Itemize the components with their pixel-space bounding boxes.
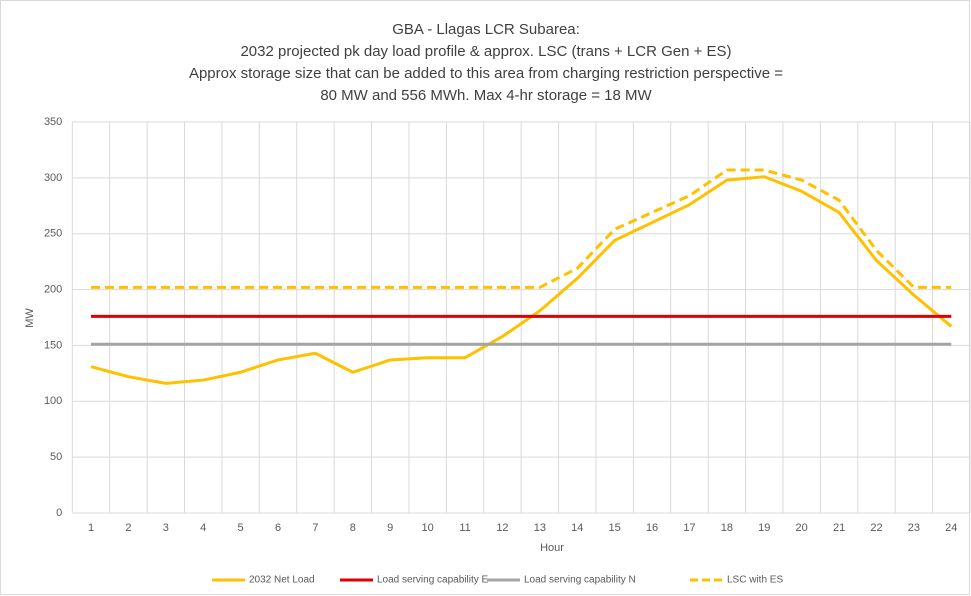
x-tick-label: 4 [200,522,206,534]
chart-title: 2032 projected pk day load profile & app… [240,43,731,60]
legend-label: LSC with ES [727,575,783,586]
x-tick-label: 14 [571,522,583,534]
x-tick-label: 20 [796,522,808,534]
x-tick-label: 19 [758,522,770,534]
y-tick-label: 0 [56,507,62,519]
chart-title: GBA - Llagas LCR Subarea: [392,21,580,38]
x-tick-label: 22 [870,522,882,534]
y-tick-label: 250 [44,228,62,240]
x-tick-label: 2 [125,522,131,534]
y-tick-label: 200 [44,283,62,295]
x-tick-label: 1 [88,522,94,534]
x-tick-label: 12 [496,522,508,534]
y-tick-label: 300 [44,172,62,184]
y-tick-label: 50 [50,451,62,463]
legend-label: Load serving capability N [524,575,636,586]
y-tick-label: 350 [44,116,62,128]
x-tick-label: 8 [350,522,356,534]
legend-label: Load serving capability E [377,575,489,586]
x-tick-label: 3 [163,522,169,534]
x-tick-label: 7 [312,522,318,534]
x-tick-label: 18 [721,522,733,534]
x-tick-label: 10 [422,522,434,534]
legend-label: 2032 Net Load [249,575,315,586]
y-tick-label: 100 [44,395,62,407]
y-tick-label: 150 [44,339,62,351]
x-tick-label: 5 [238,522,244,534]
x-tick-label: 6 [275,522,281,534]
series-line [91,168,952,289]
x-axis-label: Hour [540,542,564,554]
x-tick-label: 9 [387,522,393,534]
x-tick-label: 17 [683,522,695,534]
x-tick-label: 16 [646,522,658,534]
x-tick-label: 23 [908,522,920,534]
series-line [90,175,953,385]
x-tick-label: 24 [945,522,957,534]
x-tick-label: 11 [459,522,470,534]
chart-title: 80 MW and 556 MWh. Max 4-hr storage = 18… [320,87,652,104]
chart-title: Approx storage size that can be added to… [189,65,783,82]
y-axis-label: MW [24,308,36,328]
x-tick-label: 15 [609,522,621,534]
x-tick-label: 13 [534,522,546,534]
x-tick-label: 21 [833,522,845,534]
